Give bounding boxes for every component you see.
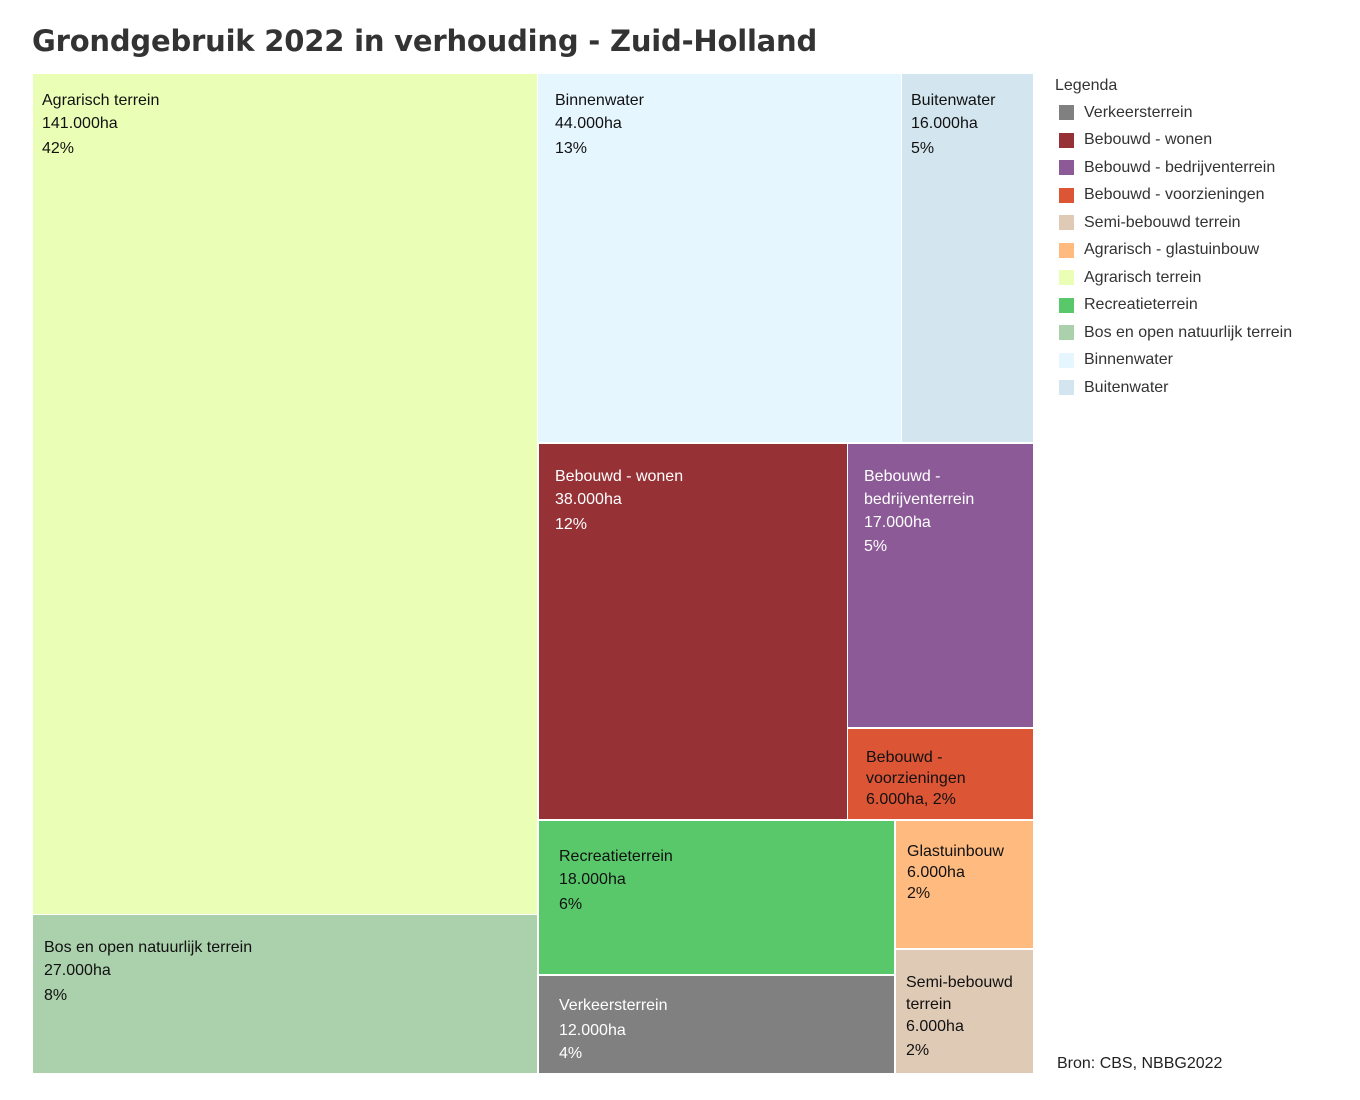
legend-label: Bos en open natuurlijk terrein (1084, 323, 1293, 341)
legend-item[interactable]: Bebouwd - voorzieningen (1055, 182, 1292, 210)
tile-percent: 42% (42, 140, 74, 157)
tile-label: bedrijventerrein (864, 491, 974, 508)
tile-percent: 13% (555, 140, 587, 157)
tile-percent: 5% (864, 538, 887, 555)
tile-label: Recreatieterrein (559, 848, 673, 865)
tile-value: 6.000ha, 2% (866, 791, 956, 808)
legend-item[interactable]: Semi-bebouwd terrein (1055, 209, 1292, 237)
treemap-tile-rect (896, 950, 1033, 1073)
legend-item[interactable]: Recreatieterrein (1055, 292, 1292, 320)
legend-swatch (1059, 380, 1074, 396)
legend-label: Binnenwater (1084, 351, 1173, 369)
legend-swatch (1059, 242, 1074, 258)
legend-swatch (1059, 160, 1074, 176)
tile-value: 38.000ha (555, 491, 622, 508)
legend-item[interactable]: Verkeersterrein (1055, 99, 1292, 127)
legend-label: Bebouwd - voorzieningen (1084, 186, 1265, 204)
legend-label: Semi-bebouwd terrein (1084, 213, 1241, 231)
treemap-tile[interactable]: Buitenwater 16.000ha 5% (902, 74, 1033, 442)
source-note: Bron: CBS, NBBG2022 (1057, 1055, 1223, 1072)
treemap-tile[interactable]: Glastuinbouw 6.000ha 2% (896, 821, 1033, 948)
tile-label: terrein (906, 996, 951, 1013)
legend-swatch (1059, 187, 1074, 203)
treemap-tile[interactable]: Bos en open natuurlijk terrein 27.000ha 8% (33, 915, 537, 1073)
tile-label: Buitenwater (911, 92, 996, 109)
legend-title: Legenda (1055, 77, 1118, 94)
chart-title: Grondgebruik 2022 in verhouding - Zuid-H… (32, 24, 818, 58)
legend-item[interactable]: Agrarisch terrein (1055, 264, 1292, 292)
treemap-chart: Agrarisch terrein 141.000ha 42% Bos en open… (33, 74, 1033, 1073)
legend-swatch (1059, 105, 1074, 121)
tile-value: 44.000ha (555, 115, 622, 132)
treemap-tile-rect (33, 915, 537, 1073)
legend-item[interactable]: Buitenwater (1055, 374, 1292, 402)
legend-label: Agrarisch terrein (1084, 268, 1202, 286)
legend-swatch (1059, 215, 1074, 231)
legend-swatch (1059, 325, 1074, 341)
treemap-tile-rect (896, 821, 1033, 948)
tile-value: 17.000ha (864, 514, 931, 531)
legend-swatch (1059, 270, 1074, 286)
legend-item[interactable]: Bebouwd - wonen (1055, 127, 1292, 155)
legend-label: Bebouwd - wonen (1084, 131, 1213, 149)
tile-label: Bos en open natuurlijk terrein (44, 939, 252, 956)
legend-items: Verkeersterrein Bebouwd - wonen Bebouwd - … (1055, 99, 1292, 402)
tile-label: Glastuinbouw (907, 843, 1004, 860)
tile-value: 16.000ha (911, 115, 978, 132)
treemap-tile[interactable]: Semi-bebouwd terrein 6.000ha 2% (896, 950, 1033, 1073)
legend-label: Bebouwd - bedrijventerrein (1084, 158, 1276, 176)
treemap-tile[interactable]: Bebouwd - wonen 38.000ha 12% (539, 444, 847, 819)
legend-swatch (1059, 132, 1074, 148)
treemap-tile-rect (902, 74, 1033, 442)
treemap-tile-rect (848, 729, 1033, 819)
legend-item[interactable]: Bos en open natuurlijk terrein (1055, 319, 1292, 347)
tile-label: Bebouwd - (864, 468, 941, 485)
treemap-tile-rect (539, 821, 894, 974)
tile-label: Bebouwd - wonen (555, 468, 683, 485)
tile-percent: 6% (559, 896, 582, 913)
tile-percent: 8% (44, 987, 67, 1004)
legend-swatch (1059, 297, 1074, 313)
treemap-tile[interactable]: Agrarisch terrein 141.000ha 42% (33, 74, 537, 914)
legend-label: Recreatieterrein (1084, 296, 1198, 314)
legend-item[interactable]: Bebouwd - bedrijventerrein (1055, 154, 1292, 182)
treemap-tile-rect (848, 444, 1033, 727)
treemap-tile[interactable]: Recreatieterrein 18.000ha 6% (539, 821, 894, 974)
legend-item[interactable]: Binnenwater (1055, 347, 1292, 375)
tile-label: Binnenwater (555, 92, 645, 109)
tile-value: 6.000ha (907, 864, 965, 881)
treemap-tile[interactable]: Bebouwd - voorzieningen 6.000ha, 2% (848, 729, 1033, 819)
treemap-tile-rect (539, 976, 894, 1073)
legend-swatch (1059, 352, 1074, 368)
tile-value: 141.000ha (42, 115, 118, 132)
tile-value: 12.000ha (559, 1022, 626, 1039)
tile-value: 6.000ha (906, 1018, 964, 1035)
tile-label: voorzieningen (866, 770, 966, 787)
tile-percent: 2% (906, 1042, 929, 1059)
treemap-tile[interactable]: Binnenwater 44.000ha 13% (538, 74, 901, 442)
treemap-tile-rect (33, 74, 537, 914)
tile-percent: 2% (907, 885, 930, 902)
legend: Legenda Verkeersterrein Bebouwd - wonen Be… (1055, 77, 1292, 402)
tile-label: Semi-bebouwd (906, 974, 1013, 991)
tile-label: Verkeersterrein (559, 997, 668, 1014)
tile-value: 18.000ha (559, 871, 626, 888)
tile-percent: 4% (559, 1045, 582, 1062)
tile-value: 27.000ha (44, 962, 111, 979)
tile-percent: 5% (911, 140, 934, 157)
treemap-tile-rect (539, 444, 847, 819)
legend-label: Buitenwater (1084, 378, 1169, 396)
tile-percent: 12% (555, 516, 587, 533)
tile-label: Bebouwd - (866, 749, 943, 766)
legend-item[interactable]: Agrarisch - glastuinbouw (1055, 237, 1292, 265)
treemap-tile-rect (538, 74, 901, 442)
tile-label: Agrarisch terrein (42, 92, 159, 109)
treemap-tile[interactable]: Verkeersterrein 12.000ha 4% (539, 976, 894, 1073)
legend-label: Verkeersterrein (1084, 103, 1193, 121)
legend-label: Agrarisch - glastuinbouw (1084, 241, 1260, 259)
treemap-tile[interactable]: Bebouwd - bedrijventerrein 17.000ha 5% (848, 444, 1033, 727)
